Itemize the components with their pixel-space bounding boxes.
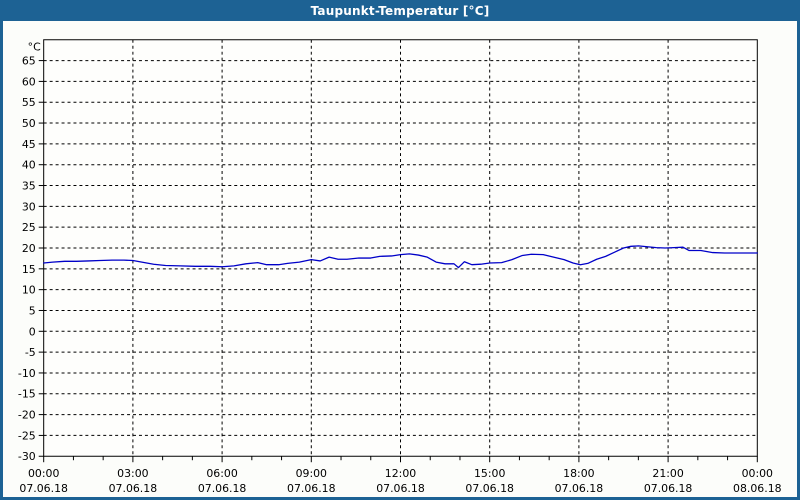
y-tick-label: 15 bbox=[22, 263, 36, 276]
y-tick-label: -20 bbox=[18, 409, 36, 422]
x-tick-time-label: 12:00 bbox=[385, 467, 416, 480]
y-tick-label: 50 bbox=[22, 117, 36, 130]
y-tick-label: -5 bbox=[25, 346, 36, 359]
y-tick-label: -10 bbox=[18, 367, 36, 380]
x-tick-time-label: 15:00 bbox=[474, 467, 505, 480]
y-tick-label: 10 bbox=[22, 284, 36, 297]
x-tick-date-label: 07.06.18 bbox=[109, 482, 158, 495]
x-tick-time-label: 18:00 bbox=[563, 467, 594, 480]
x-tick-time-label: 09:00 bbox=[296, 467, 327, 480]
y-tick-label: -25 bbox=[18, 429, 36, 442]
x-tick-time-label: 00:00 bbox=[28, 467, 59, 480]
x-tick-time-label: 00:00 bbox=[742, 467, 773, 480]
x-tick-date-label: 07.06.18 bbox=[644, 482, 693, 495]
x-tick-date-label: 07.06.18 bbox=[555, 482, 604, 495]
x-tick-date-label: 07.06.18 bbox=[465, 482, 514, 495]
y-axis-unit-label: °C bbox=[28, 41, 41, 54]
plot-frame bbox=[43, 39, 758, 457]
dewpoint-series-line bbox=[43, 245, 758, 269]
y-tick-label: 65 bbox=[22, 55, 36, 68]
x-tick-date-label: 08.06.18 bbox=[733, 482, 782, 495]
y-tick-label: 35 bbox=[22, 179, 36, 192]
y-tick-label: 45 bbox=[22, 138, 36, 151]
y-tick-label: 30 bbox=[22, 200, 36, 213]
y-tick-label: 40 bbox=[22, 159, 36, 172]
x-tick-date-label: 07.06.18 bbox=[198, 482, 247, 495]
y-tick-label: 60 bbox=[22, 75, 36, 88]
x-tick-time-label: 03:00 bbox=[117, 467, 148, 480]
y-tick-label: 5 bbox=[29, 304, 36, 317]
x-tick-time-label: 21:00 bbox=[652, 467, 683, 480]
x-tick-date-label: 07.06.18 bbox=[19, 482, 68, 495]
y-tick-label: 55 bbox=[22, 96, 36, 109]
window-title: Taupunkt-Temperatur [°C] bbox=[310, 3, 490, 18]
y-tick-label: -30 bbox=[18, 450, 36, 463]
window-titlebar: Taupunkt-Temperatur [°C] bbox=[3, 0, 797, 21]
y-tick-label: 20 bbox=[22, 242, 36, 255]
dewpoint-line-chart: 65605550454035302520151050-5-10-15-20-25… bbox=[18, 39, 782, 495]
x-tick-date-label: 07.06.18 bbox=[376, 482, 425, 495]
y-tick-label: 25 bbox=[22, 221, 36, 234]
y-tick-label: 0 bbox=[29, 325, 36, 338]
x-tick-time-label: 06:00 bbox=[206, 467, 237, 480]
y-tick-label: -15 bbox=[18, 388, 36, 401]
x-tick-date-label: 07.06.18 bbox=[287, 482, 336, 495]
